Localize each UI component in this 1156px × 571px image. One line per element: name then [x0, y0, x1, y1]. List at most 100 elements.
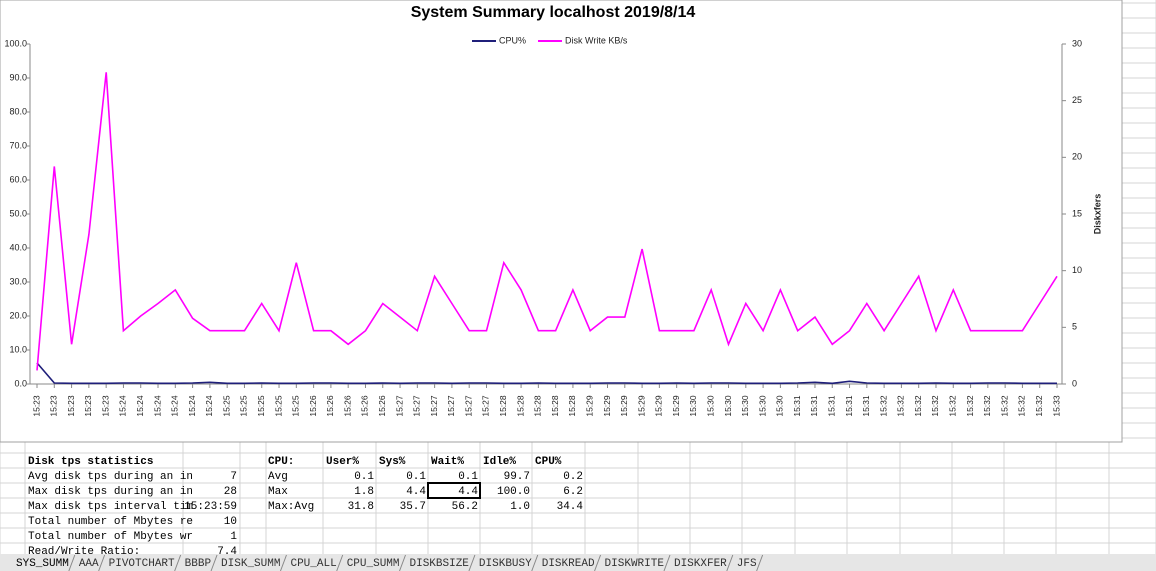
x-tick-label: 15:25: [256, 395, 266, 417]
header-cell: Sys%: [379, 456, 406, 468]
sheet-tab[interactable]: AAA: [79, 558, 99, 570]
cell: Max: [268, 486, 288, 498]
tab-divider: [594, 554, 602, 571]
x-tick-label: 15:23: [66, 395, 76, 417]
cell: Avg disk tps during an in: [28, 471, 193, 483]
y-tick-label: 30.0: [9, 276, 27, 286]
chart-title: System Summary localhost 2019/8/14: [411, 4, 696, 21]
cell: 6.2: [563, 486, 583, 498]
y2-tick-label: 0: [1072, 378, 1077, 388]
cell: 35.7: [400, 501, 426, 513]
x-tick-label: 15:27: [481, 395, 491, 417]
cell: Total number of Mbytes wr: [28, 531, 193, 543]
cell: 31.8: [348, 501, 374, 513]
cell: Max disk tps interval tim: [28, 501, 193, 513]
cell: Avg: [268, 471, 288, 483]
sheet-tab[interactable]: DISKREAD: [542, 558, 595, 570]
x-tick-label: 15:32: [999, 395, 1009, 417]
cell: 100.0: [497, 486, 530, 498]
cell: Total number of Mbytes re: [28, 516, 193, 528]
x-tick-label: 15:24: [135, 395, 145, 417]
sheet-tab[interactable]: DISKBUSY: [479, 558, 532, 570]
x-tick-label: 15:27: [463, 395, 473, 417]
tab-divider: [468, 554, 476, 571]
x-tick-label: 15:25: [291, 395, 301, 417]
tab-divider: [98, 554, 106, 571]
y2-tick-label: 20: [1072, 152, 1082, 162]
y-tick-label: 60.0: [9, 174, 27, 184]
legend-label: CPU%: [499, 35, 526, 45]
x-tick-label: 15:31: [792, 395, 802, 417]
header-cell: CPU:: [268, 456, 294, 468]
sheet-tab[interactable]: DISK_SUMM: [221, 558, 280, 570]
tab-divider: [280, 554, 287, 571]
cell: 1: [230, 531, 237, 543]
x-tick-label: 15:32: [965, 395, 975, 417]
x-tick-label: 15:31: [844, 395, 854, 417]
cell: 7.4: [217, 546, 237, 558]
x-tick-label: 15:30: [705, 395, 715, 417]
x-tick-label: 15:30: [688, 395, 698, 417]
tab-divider: [726, 554, 734, 571]
series-line: [36, 72, 1058, 371]
y-tick-label: 50.0: [9, 208, 27, 218]
x-tick-label: 15:26: [342, 395, 352, 417]
x-tick-label: 15:28: [498, 395, 508, 417]
x-tick-label: 15:29: [636, 395, 646, 417]
x-tick-label: 15:31: [809, 395, 819, 417]
x-tick-label: 15:32: [948, 395, 958, 417]
sheet-tab[interactable]: JFS: [737, 558, 757, 570]
x-tick-label: 15:32: [913, 395, 923, 417]
x-tick-label: 15:29: [671, 395, 681, 417]
cell: 7: [230, 471, 237, 483]
sheet-tab[interactable]: DISKXFER: [674, 558, 727, 570]
x-tick-label: 15:23: [100, 395, 110, 417]
y2-tick-label: 30: [1072, 38, 1082, 48]
y-tick-label: 40.0: [9, 242, 27, 252]
cell: 28: [224, 486, 237, 498]
x-tick-label: 15:30: [775, 395, 785, 417]
series-line: [36, 362, 1057, 385]
tab-divider: [756, 554, 764, 571]
x-tick-label: 15:29: [584, 395, 594, 417]
cell: 0.1: [406, 471, 426, 483]
cell: Read/Write Ratio:: [28, 546, 140, 558]
chart-area: [0, 0, 1123, 443]
sheet-tab[interactable]: BBBP: [185, 558, 212, 570]
x-tick-label: 15:27: [394, 395, 404, 417]
tab-divider: [531, 554, 539, 571]
x-tick-label: 15:32: [896, 395, 906, 417]
sheet-tab[interactable]: CPU_SUMM: [347, 558, 400, 570]
sheet-tab[interactable]: DISKBSIZE: [410, 558, 470, 570]
tab-divider: [336, 554, 344, 571]
x-tick-label: 15:28: [515, 395, 525, 417]
tab-divider: [663, 554, 671, 571]
x-tick-label: 15:24: [204, 395, 214, 417]
x-tick-label: 15:32: [1017, 395, 1027, 417]
sheet-tab[interactable]: DISKWRITE: [605, 558, 665, 570]
x-tick-label: 15:32: [930, 395, 940, 417]
x-tick-label: 15:24: [152, 395, 162, 417]
x-tick-label: 15:29: [619, 395, 629, 417]
tab-divider: [210, 554, 218, 571]
cell: 4.4: [406, 486, 426, 498]
sheet-tab[interactable]: PIVOTCHART: [109, 558, 175, 570]
y-tick-label: 0.0: [14, 378, 27, 388]
x-tick-label: 15:23: [83, 395, 93, 417]
y-tick-label: 10.0: [9, 344, 27, 354]
tab-divider: [68, 554, 76, 571]
x-tick-label: 15:26: [308, 395, 318, 417]
x-tick-label: 15:25: [221, 395, 231, 417]
cell: Max:Avg: [268, 501, 314, 513]
y-tick-label: 80.0: [9, 106, 27, 116]
header-cell: CPU%: [535, 456, 562, 468]
x-tick-label: 15:29: [654, 395, 664, 417]
sheet-tab[interactable]: CPU_ALL: [290, 558, 336, 570]
tab-divider: [174, 554, 182, 571]
tab-bar: [0, 554, 1156, 571]
x-tick-label: 15:27: [429, 395, 439, 417]
x-tick-label: 15:32: [1034, 395, 1044, 417]
sheet-tab[interactable]: SYS_SUMM: [16, 558, 69, 570]
x-tick-label: 15:23: [31, 395, 41, 417]
x-tick-label: 15:32: [982, 395, 992, 417]
